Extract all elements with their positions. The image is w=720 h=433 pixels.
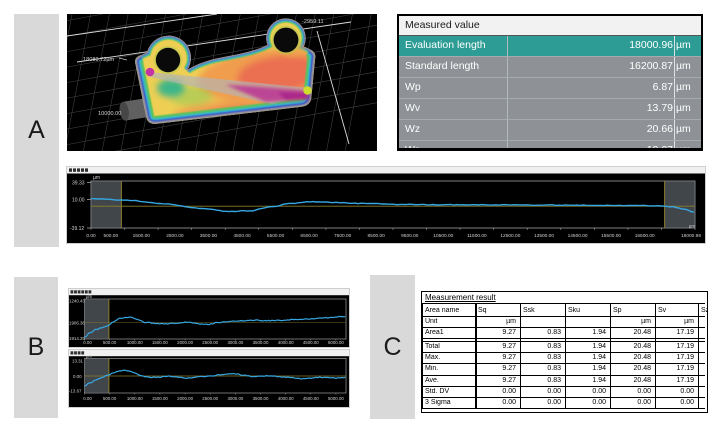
svg-text:3000.00: 3000.00 (227, 340, 243, 345)
svg-text:2500.00: 2500.00 (202, 340, 218, 345)
svg-text:-39.12: -39.12 (70, 226, 84, 232)
svg-text:1500.00: 1500.00 (152, 396, 168, 401)
svg-text:6500.00: 6500.00 (300, 233, 318, 239)
svg-text:3500.00: 3500.00 (253, 340, 269, 345)
svg-text:-2959.11: -2959.11 (302, 19, 324, 25)
svg-text:9500.00: 9500.00 (401, 233, 419, 239)
svg-text:16500.00: 16500.00 (635, 233, 655, 239)
svg-text:0.00: 0.00 (83, 396, 92, 401)
svg-text:18000.98: 18000.98 (681, 233, 701, 239)
svg-text:12500.00: 12500.00 (500, 233, 520, 239)
svg-text:1000.00: 1000.00 (127, 340, 143, 345)
svg-text:4500.00: 4500.00 (233, 233, 251, 239)
svg-text:µm: µm (689, 224, 696, 229)
svg-text:µm: µm (86, 354, 93, 359)
svg-text:10000.00: 10000.00 (98, 111, 121, 117)
svg-text:2500.00: 2500.00 (166, 233, 184, 239)
svg-text:14500.00: 14500.00 (568, 233, 588, 239)
svg-text:0.00: 0.00 (86, 233, 96, 239)
svg-text:0.00: 0.00 (83, 340, 92, 345)
svg-text:3000.00: 3000.00 (227, 396, 243, 401)
svg-text:µm: µm (93, 175, 100, 181)
svg-text:4000.00: 4000.00 (278, 396, 294, 401)
svg-text:1906.36: 1906.36 (69, 321, 85, 326)
svg-text:3500.00: 3500.00 (200, 233, 218, 239)
svg-text:13500.00: 13500.00 (534, 233, 554, 239)
svg-text:2000.00: 2000.00 (177, 396, 193, 401)
svg-text:500.00: 500.00 (103, 233, 118, 239)
svg-text:13.31: 13.31 (72, 359, 84, 364)
svg-text:1500.00: 1500.00 (133, 233, 151, 239)
svg-text:2000.00: 2000.00 (177, 340, 193, 345)
svg-text:10.00: 10.00 (72, 197, 85, 203)
svg-text:4000.00: 4000.00 (278, 340, 294, 345)
svg-text:18089.72µm: 18089.72µm (83, 57, 115, 63)
svg-text:1240.43: 1240.43 (69, 299, 85, 304)
svg-text:500.00: 500.00 (103, 396, 117, 401)
svg-text:0.00: 0.00 (73, 374, 82, 379)
svg-text:4500.00: 4500.00 (303, 340, 319, 345)
svg-text:39.33: 39.33 (72, 180, 85, 186)
svg-text:8500.00: 8500.00 (368, 233, 386, 239)
svg-text:15500.00: 15500.00 (601, 233, 621, 239)
svg-text:10500.00: 10500.00 (433, 233, 453, 239)
svg-text:3500.00: 3500.00 (253, 396, 269, 401)
svg-text:5000.00: 5000.00 (328, 340, 344, 345)
svg-text:1000.00: 1000.00 (127, 396, 143, 401)
svg-text:2500.00: 2500.00 (202, 396, 218, 401)
svg-text:5000.00: 5000.00 (328, 396, 344, 401)
svg-text:11500.00: 11500.00 (467, 233, 487, 239)
svg-text:5500.00: 5500.00 (267, 233, 285, 239)
svg-text:µm: µm (86, 294, 93, 299)
svg-text:500.00: 500.00 (103, 340, 117, 345)
svg-text:4500.00: 4500.00 (303, 396, 319, 401)
svg-text:7500.00: 7500.00 (334, 233, 352, 239)
svg-text:-13.67: -13.67 (69, 389, 82, 394)
svg-text:1500.00: 1500.00 (152, 340, 168, 345)
svg-text:1914.25: 1914.25 (69, 336, 85, 341)
